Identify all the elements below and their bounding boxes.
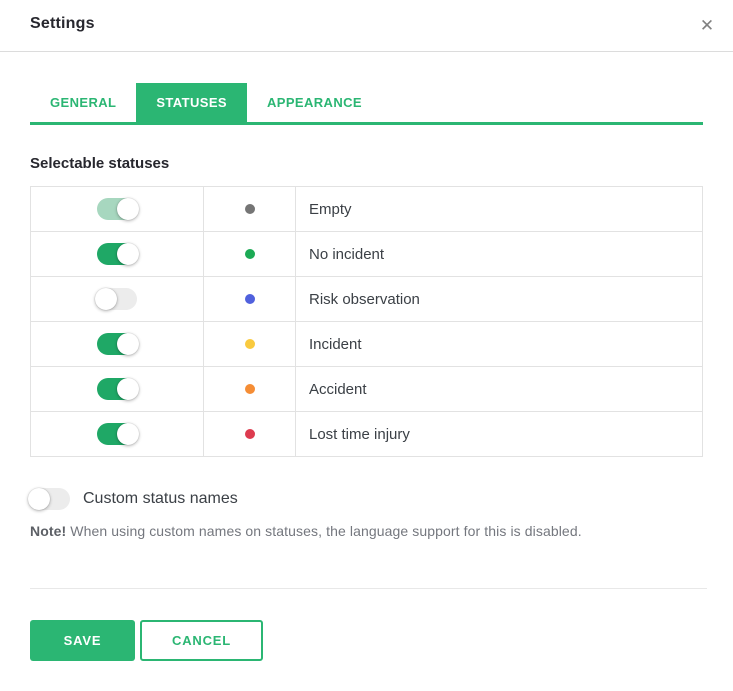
status-label-accident: Accident: [309, 380, 367, 398]
note-text: Note! When using custom names on statuse…: [30, 523, 703, 539]
status-toggle-incident[interactable]: [97, 333, 139, 355]
close-icon[interactable]: ✕: [693, 12, 721, 40]
toggle-knob: [28, 488, 50, 510]
status-label-lost-time-injury: Lost time injury: [309, 425, 410, 443]
status-row-empty: Empty: [31, 187, 702, 232]
custom-status-names-label: Custom status names: [83, 490, 238, 507]
toggle-knob: [117, 333, 139, 355]
status-row-incident: Incident: [31, 322, 702, 367]
note-prefix: Note!: [30, 523, 67, 539]
cancel-button[interactable]: CANCEL: [140, 620, 263, 661]
note-body: When using custom names on statuses, the…: [70, 523, 582, 539]
toggle-knob: [95, 288, 117, 310]
status-toggle-risk-observation[interactable]: [95, 288, 137, 310]
modal-header: Settings ✕: [0, 0, 733, 52]
modal-title: Settings: [30, 15, 95, 32]
status-dot-incident: [244, 339, 255, 349]
status-toggle-accident[interactable]: [97, 378, 139, 400]
footer-buttons: SAVE CANCEL: [30, 620, 263, 661]
status-toggle-empty[interactable]: [97, 198, 139, 220]
status-dot-cell: [204, 412, 296, 456]
status-label-risk-observation: Risk observation: [309, 290, 420, 308]
toggle-knob: [117, 423, 139, 445]
selectable-statuses-heading: Selectable statuses: [30, 155, 170, 172]
status-dot-risk-observation: [244, 294, 255, 304]
status-dot-no-incident: [244, 249, 255, 259]
status-row-accident: Accident: [31, 367, 702, 412]
status-toggle-cell: [31, 277, 204, 321]
tab-statuses[interactable]: STATUSES: [136, 83, 247, 122]
status-toggle-lost-time-injury[interactable]: [97, 423, 139, 445]
status-dot-cell: [204, 277, 296, 321]
tab-bar: GENERAL STATUSES APPEARANCE: [30, 83, 703, 125]
custom-status-names-toggle[interactable]: [28, 488, 70, 510]
status-dot-accident: [244, 384, 255, 394]
status-dot-lost-time-injury: [244, 429, 255, 439]
status-label-incident: Incident: [309, 335, 362, 353]
status-row-no-incident: No incident: [31, 232, 702, 277]
status-toggle-cell: [31, 367, 204, 411]
status-toggle-cell: [31, 232, 204, 276]
footer-divider: [30, 588, 707, 589]
status-toggle-cell: [31, 322, 204, 366]
tab-appearance[interactable]: APPEARANCE: [247, 83, 382, 122]
status-label-no-incident: No incident: [309, 245, 385, 263]
toggle-knob: [117, 198, 139, 220]
status-toggle-cell: [31, 412, 204, 456]
status-toggle-no-incident[interactable]: [97, 243, 139, 265]
status-table: Empty No incident Risk observation Incident…: [30, 186, 703, 457]
tab-general[interactable]: GENERAL: [30, 83, 136, 122]
status-toggle-cell: [31, 187, 204, 231]
status-dot-cell: [204, 232, 296, 276]
status-label-empty: Empty: [309, 200, 352, 218]
status-row-risk-observation: Risk observation: [31, 277, 702, 322]
status-dot-empty: [244, 204, 255, 214]
status-dot-cell: [204, 322, 296, 366]
status-dot-cell: [204, 187, 296, 231]
save-button[interactable]: SAVE: [30, 620, 135, 661]
status-row-lost-time-injury: Lost time injury: [31, 412, 702, 456]
custom-status-names-row: Custom status names: [28, 488, 703, 510]
status-dot-cell: [204, 367, 296, 411]
toggle-knob: [117, 378, 139, 400]
toggle-knob: [117, 243, 139, 265]
